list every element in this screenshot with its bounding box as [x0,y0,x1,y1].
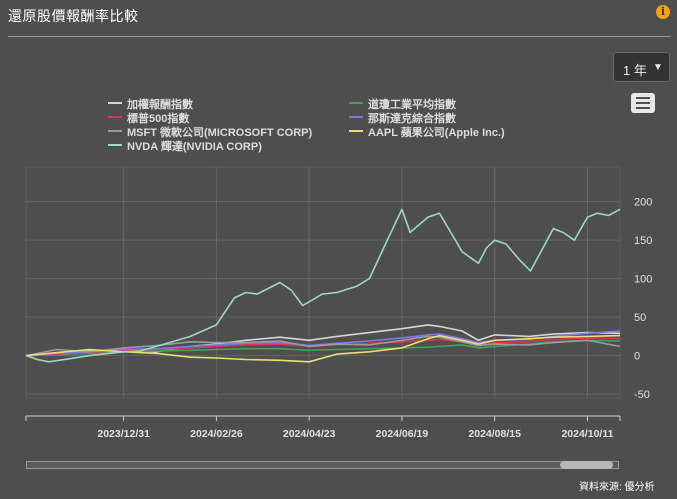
title-divider [8,36,671,37]
y-tick-label: 200 [634,197,652,209]
x-tick-label: 2024/04/23 [283,428,336,440]
legend-swatch [108,144,122,146]
hamburger-icon[interactable] [631,93,655,113]
period-select-label: 1 年 [623,63,647,78]
series-line-msft [25,335,621,357]
page-title: 還原股價報酬率比較 [8,8,139,24]
legend-swatch [349,130,363,132]
y-tick-label: 100 [634,274,652,286]
y-tick-label: 50 [634,312,646,324]
legend-swatch [108,116,122,118]
plot-area [25,166,621,399]
legend-label: 加權報酬指數 [127,99,193,111]
x-tick-label: 2024/06/19 [376,428,429,440]
legend-label: 標普500指數 [127,113,190,125]
x-tick-label: 2024/08/15 [468,428,521,440]
y-tick-label: 0 [634,351,640,363]
source-note: 資料來源: 優分析 [579,482,655,493]
legend-swatch [108,102,122,104]
legend-swatch [108,130,122,132]
info-icon[interactable]: i [656,5,670,19]
legend-label: 道瓊工業平均指數 [368,99,456,111]
series-line-nvda [25,208,621,363]
legend-label: NVDA 輝達(NVIDIA CORP) [127,141,262,153]
x-tick-label: 2024/02/26 [190,428,243,440]
legend-label: AAPL 蘋果公司(Apple Inc.) [368,127,505,139]
legend-label: MSFT 微軟公司(MICROSOFT CORP) [127,127,313,139]
y-tick-label: -50 [634,389,650,401]
scrollbar-thumb[interactable] [560,461,613,469]
legend-label: 那斯達克綜合指數 [368,113,456,125]
series-line-aapl [25,334,621,363]
x-tick-label: 2023/12/31 [97,428,150,440]
period-select-button[interactable]: 1 年 ▼ [613,52,670,82]
legend-swatch [349,116,363,118]
chevron-down-icon: ▼ [653,62,663,73]
legend-swatch [349,102,363,104]
y-tick-label: 150 [634,235,652,247]
range-scrollbar[interactable] [26,461,619,469]
x-tick-label: 2024/10/11 [561,428,613,440]
